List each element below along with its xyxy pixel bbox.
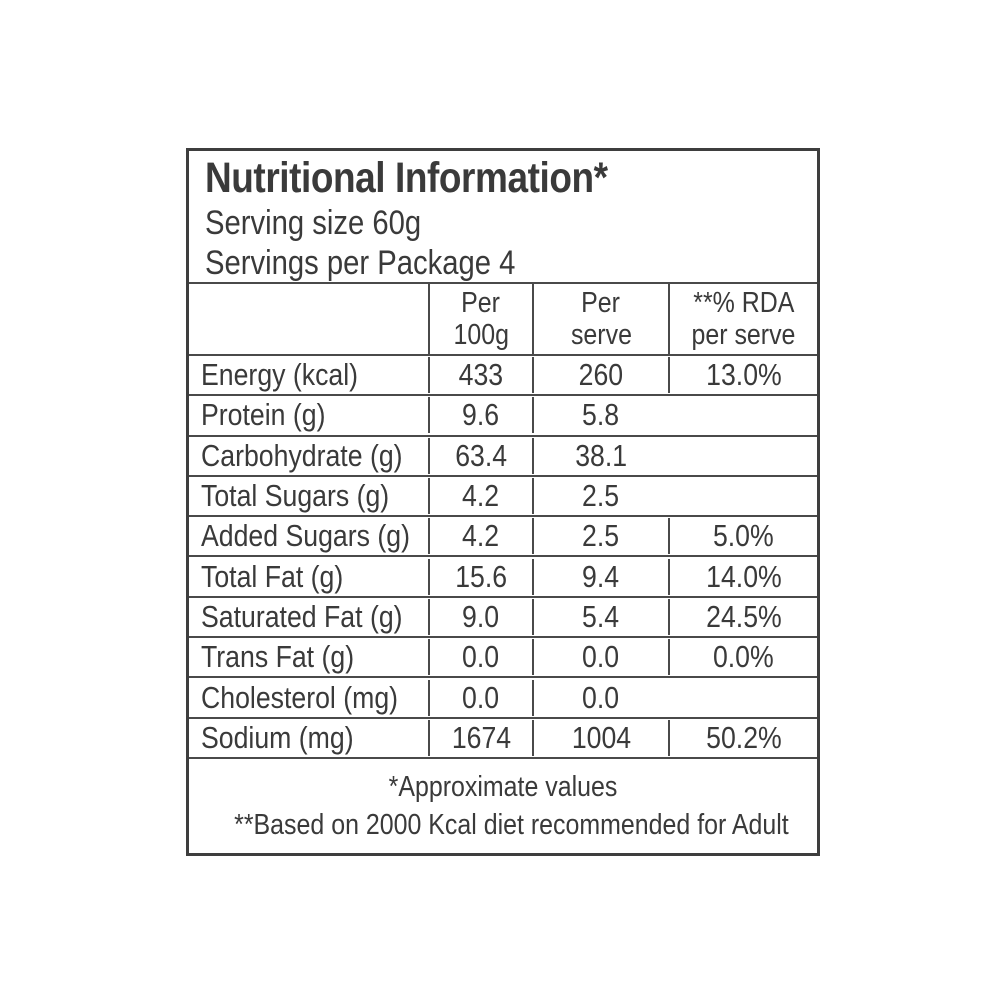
value-rda-per-serve: 13.0% bbox=[668, 357, 817, 394]
value-per-100g: 433 bbox=[428, 357, 532, 394]
nutrient-name: Added Sugars (g) bbox=[201, 518, 410, 554]
nutrient-name: Trans Fat (g) bbox=[201, 639, 355, 675]
value-per-serve: 38.1 bbox=[532, 437, 668, 474]
value-per-100g: 15.6 bbox=[428, 558, 532, 595]
footnote-rda-basis: **Based on 2000 Kcal diet recommended fo… bbox=[234, 809, 789, 841]
table-row: Trans Fat (g) 0.0 0.0 0.0% bbox=[189, 636, 817, 676]
table-row: Total Sugars (g) 4.2 2.5 bbox=[189, 474, 817, 515]
value-per-100g: 0.0 bbox=[428, 639, 532, 676]
column-header-nutrient bbox=[189, 284, 428, 354]
table-row: Added Sugars (g) 4.2 2.5 5.0% bbox=[189, 515, 817, 555]
nutrient-name: Saturated Fat (g) bbox=[201, 598, 403, 634]
label-title: Nutritional Information* bbox=[205, 154, 817, 203]
value-per-100g: 9.6 bbox=[428, 397, 532, 434]
value-per-serve: 9.4 bbox=[532, 558, 668, 595]
value-rda-per-serve: 24.5% bbox=[668, 598, 817, 635]
servings-per-package: Servings per Package 4 bbox=[205, 243, 817, 283]
table-column-headers: Per 100g Per serve **% RDA per serve bbox=[189, 282, 817, 354]
column-header-per-100g: Per 100g bbox=[428, 284, 532, 354]
value-rda-per-serve: 0.0% bbox=[668, 639, 817, 676]
table-row: Energy (kcal) 433 260 13.0% bbox=[189, 354, 817, 394]
value-per-100g: 4.2 bbox=[428, 518, 532, 555]
value-per-serve: 260 bbox=[532, 357, 668, 394]
value-per-serve: 2.5 bbox=[532, 518, 668, 555]
value-per-serve: 0.0 bbox=[532, 639, 668, 676]
table-row: Cholesterol (mg) 0.0 0.0 bbox=[189, 676, 817, 716]
table-row: Carbohydrate (g) 63.4 38.1 bbox=[189, 434, 817, 475]
column-header-rda-per-serve: **% RDA per serve bbox=[668, 284, 817, 354]
table-row: Protein (g) 9.6 5.8 bbox=[189, 394, 817, 434]
value-per-serve: 0.0 bbox=[532, 679, 668, 716]
value-per-100g: 0.0 bbox=[428, 679, 532, 716]
value-per-serve: 1004 bbox=[532, 719, 668, 756]
value-rda-per-serve: 14.0% bbox=[668, 558, 817, 595]
serving-size: Serving size 60g bbox=[205, 203, 817, 243]
table-row: Saturated Fat (g) 9.0 5.4 24.5% bbox=[189, 595, 817, 636]
label-header: Nutritional Information* Serving size 60… bbox=[189, 151, 817, 282]
table-row: Total Fat (g) 15.6 9.4 14.0% bbox=[189, 555, 817, 595]
value-per-serve: 2.5 bbox=[532, 478, 668, 515]
value-rda-per-serve: 50.2% bbox=[668, 719, 817, 756]
value-per-serve: 5.8 bbox=[532, 397, 668, 434]
nutrient-name: Total Fat (g) bbox=[201, 558, 344, 594]
nutrient-name: Protein (g) bbox=[201, 397, 326, 433]
nutrition-panel: Nutritional Information* Serving size 60… bbox=[186, 148, 820, 856]
nutrient-name: Sodium (mg) bbox=[201, 719, 354, 755]
nutrient-name: Carbohydrate (g) bbox=[201, 437, 403, 473]
label-title-text: Nutritional Information* bbox=[205, 154, 608, 202]
nutrient-name: Cholesterol (mg) bbox=[201, 679, 399, 715]
value-per-100g: 1674 bbox=[428, 719, 532, 756]
value-per-100g: 63.4 bbox=[428, 437, 532, 474]
footnotes: *Approximate values **Based on 2000 Kcal… bbox=[189, 757, 817, 853]
footnote-approximate-values: *Approximate values bbox=[388, 771, 618, 803]
table-row: Sodium (mg) 1674 1004 50.2% bbox=[189, 716, 817, 757]
table-body: Energy (kcal) 433 260 13.0% Protein (g) … bbox=[189, 354, 817, 757]
nutrient-name: Energy (kcal) bbox=[201, 357, 359, 393]
column-header-per-serve: Per serve bbox=[532, 284, 668, 354]
value-per-100g: 4.2 bbox=[428, 478, 532, 515]
value-per-serve: 5.4 bbox=[532, 598, 668, 635]
serving-size-text: Serving size 60g bbox=[205, 204, 422, 242]
servings-per-package-text: Servings per Package 4 bbox=[205, 244, 516, 282]
value-per-100g: 9.0 bbox=[428, 598, 532, 635]
value-rda-per-serve: 5.0% bbox=[668, 518, 817, 555]
nutrient-name: Total Sugars (g) bbox=[201, 478, 390, 514]
